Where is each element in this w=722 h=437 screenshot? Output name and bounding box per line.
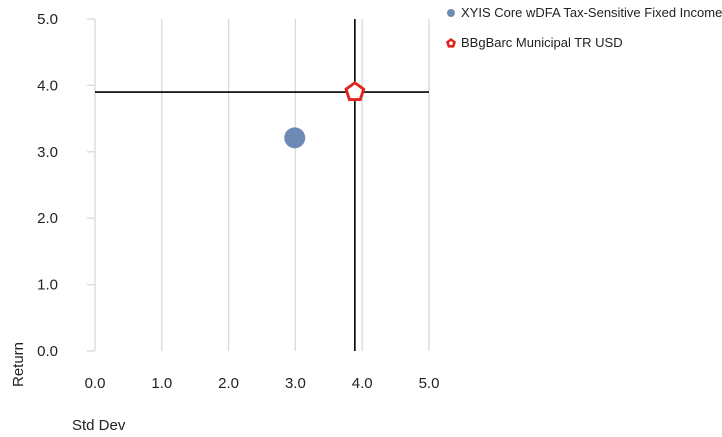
y-axis-ticks: 0.0 1.0 2.0 3.0 4.0 5.0 [37, 11, 58, 360]
x-tick-label: 1.0 [151, 375, 172, 392]
legend: XYIS Core wDFA Tax-Sensitive Fixed Incom… [445, 4, 722, 64]
y-tick-label: 5.0 [37, 11, 58, 28]
x-tick-label: 0.0 [85, 375, 106, 392]
y-axis-title: Return [10, 342, 27, 387]
x-tick-label: 3.0 [285, 375, 306, 392]
x-tick-label: 4.0 [352, 375, 373, 392]
vertical-gridlines [87, 18, 430, 352]
benchmark-point-inner [347, 84, 362, 99]
x-tick-label: 5.0 [419, 375, 440, 392]
y-tick-label: 1.0 [37, 277, 58, 294]
legend-label-fund: XYIS Core wDFA Tax-Sensitive Fixed Incom… [461, 5, 722, 20]
pentagon-marker-icon [445, 37, 457, 49]
x-axis-ticks: 0.0 1.0 2.0 3.0 4.0 5.0 [85, 375, 440, 392]
x-axis-title: Std Dev [72, 417, 126, 434]
y-tick-label: 0.0 [37, 343, 58, 360]
y-tick-label: 2.0 [37, 210, 58, 227]
legend-label-benchmark: BBgBarc Municipal TR USD [461, 35, 623, 50]
data-points [284, 81, 366, 149]
legend-item-fund: XYIS Core wDFA Tax-Sensitive Fixed Incom… [445, 4, 722, 21]
circle-marker-icon [445, 7, 457, 19]
legend-item-benchmark: BBgBarc Municipal TR USD [445, 34, 722, 51]
y-tick-label: 4.0 [37, 77, 58, 94]
x-tick-label: 2.0 [218, 375, 239, 392]
y-tick-label: 3.0 [37, 144, 58, 161]
benchmark-crosshair [95, 19, 429, 351]
fund-point [284, 127, 306, 149]
